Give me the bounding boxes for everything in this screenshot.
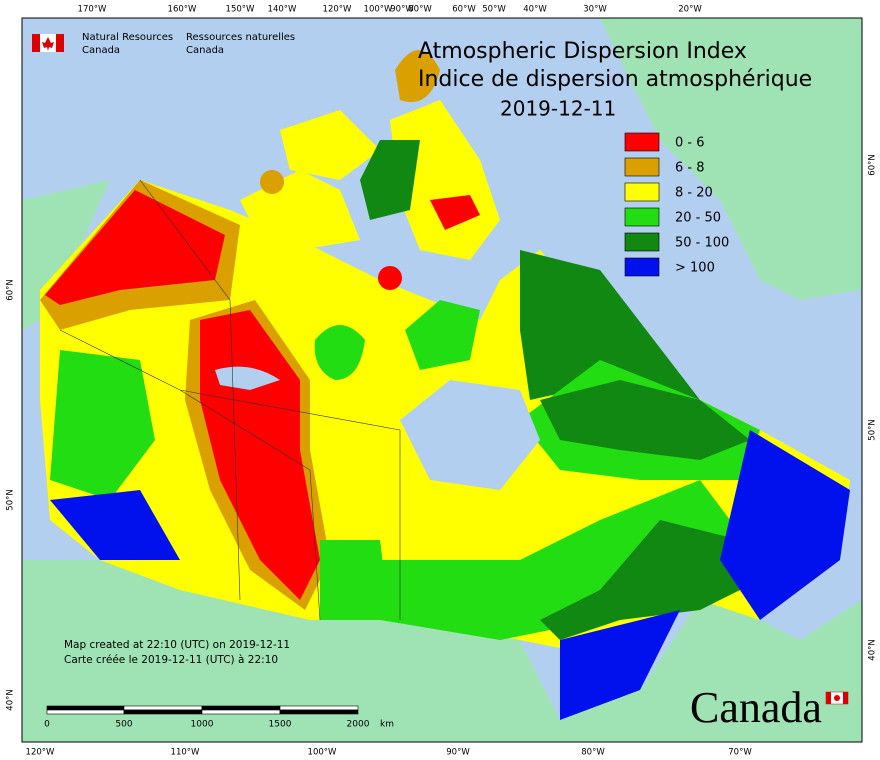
lon-label: 80°W [581,748,605,758]
dispersion-zone [720,430,850,620]
canada-wordmark: Canada [690,683,849,732]
legend: 0 - 6 6 - 8 8 - 20 20 - 50 50 - 100 > 100 [624,132,729,277]
dispersion-zone [540,380,750,460]
dispersion-zone [520,250,700,400]
legend-label: 20 - 50 [675,211,721,226]
flag-bar [32,34,40,52]
lon-label: 70°W [728,748,752,758]
lat-label: 50°N [868,419,878,440]
agency-fr: Canada [186,45,224,56]
maple-leaf [42,37,54,51]
dispersion-zone [540,520,760,640]
agency-en: Natural Resources [82,32,173,43]
lat-label: 40°N [868,639,878,660]
credit: Map created at 22:10 (UTC) on 2019-12-11 [64,639,290,651]
dispersion-zone [395,50,440,102]
lon-label: 150°W [226,5,255,15]
legend-label: 0 - 6 [675,136,705,151]
date: 2019-12-11 [500,97,616,121]
dispersion-zone [50,490,180,560]
scale-label: 1000 [191,720,214,730]
legend-swatch [624,182,660,202]
scale-segment [279,709,359,715]
nrcan-logo: Natural Resources Canada Ressources natu… [32,32,295,56]
lon-label: 140°W [268,5,297,15]
lat-label: 60°N [868,154,878,175]
usa [22,560,862,742]
hudson-bay [400,380,540,490]
map-border [21,17,863,743]
dispersion-zone [405,300,480,370]
scale-segment [201,705,281,711]
dispersion-zone [314,325,365,380]
lon-label: 120°W [323,5,352,15]
dispersion-zone [320,540,390,620]
lon-label: 170°W [78,5,107,15]
title: Atmospheric Dispersion Index [418,39,747,64]
lon-label: 120°W [26,748,55,758]
maple-leaf [834,695,840,701]
dispersion-zone [260,170,284,194]
dispersion-zone [280,110,380,180]
lon-label: 80°W [408,5,432,15]
scale-segment [201,709,281,715]
scale-unit: km [380,720,394,730]
lon-label: 110°W [171,748,200,758]
dispersion-zone [50,350,155,500]
legend-swatch [624,232,660,252]
dispersion-zone [360,140,420,220]
lat-label: 40°N [6,689,16,710]
scale-label: 0 [44,720,50,730]
map-area [22,18,862,742]
scale-segment [279,705,359,711]
dispersion-zone [45,190,225,305]
lon-label: 90°W [390,5,414,15]
lon-label: 30°W [583,5,607,15]
lon-label: 50°W [482,5,506,15]
agency-en: Canada [82,45,120,56]
flag-bar [56,34,64,52]
borders [59,179,401,621]
legend-label: 8 - 20 [675,186,713,201]
lon-label: 160°W [168,5,197,15]
legend-swatch [624,132,660,152]
scale-segment [123,705,203,711]
scale-segment [46,705,125,711]
flag-bar [826,692,831,704]
lon-label: 40°W [523,5,547,15]
lon-label: 100°W [364,5,393,15]
scale-bar: 0 500 1000 1500 2000 km [44,705,394,730]
legend-label: > 100 [675,261,715,276]
lat-label: 50°N [6,489,16,510]
legend-label: 50 - 100 [675,236,729,251]
graticule-labels: 170°W 160°W 150°W 140°W 120°W 100°W90°W80°W 60… [6,5,878,758]
dispersion-zone [378,266,402,290]
agency-fr: Ressources naturelles [186,32,295,43]
dispersion-zone [560,610,680,720]
lon-label: 90°W [446,748,470,758]
greenland [600,18,862,300]
flag-bar [843,692,848,704]
wordmark: Canada [690,683,822,732]
scale-segment [123,709,203,715]
scale-label: 1500 [269,720,292,730]
title: Indice de dispersion atmosphérique [418,67,812,92]
legend-swatch [624,257,660,277]
lon-label: 20°W [678,5,702,15]
credit: Carte créée le 2019-12-11 (UTC) à 22:10 [64,654,278,666]
legend-label: 6 - 8 [675,161,705,176]
lon-label: 100°W [308,748,337,758]
legend-swatch [624,157,660,177]
scale-segment [46,709,125,715]
lake [215,366,280,390]
scale-label: 500 [115,720,132,730]
dispersion-zone [430,195,480,230]
lon-label: 60°W [452,5,476,15]
scale-label: 2000 [347,720,370,730]
lat-label: 60°N [6,279,16,300]
legend-swatch [624,207,660,227]
